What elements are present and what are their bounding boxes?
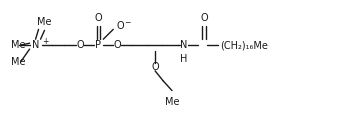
Text: O: O bbox=[113, 40, 121, 50]
Text: Me: Me bbox=[37, 17, 52, 27]
Text: +: + bbox=[43, 37, 49, 46]
Text: O: O bbox=[116, 21, 124, 31]
Text: H: H bbox=[180, 54, 188, 64]
Text: N: N bbox=[180, 40, 188, 50]
Text: −: − bbox=[124, 18, 131, 27]
Text: P: P bbox=[95, 40, 101, 50]
Text: O: O bbox=[94, 13, 102, 23]
Text: O: O bbox=[151, 62, 159, 72]
Text: Me: Me bbox=[10, 40, 25, 50]
Text: O: O bbox=[77, 40, 84, 50]
Text: O: O bbox=[200, 13, 208, 23]
Text: Me: Me bbox=[165, 97, 179, 107]
Text: (CH₂)₁₆Me: (CH₂)₁₆Me bbox=[220, 40, 268, 50]
Text: N: N bbox=[32, 40, 39, 50]
Text: Me: Me bbox=[10, 57, 25, 67]
